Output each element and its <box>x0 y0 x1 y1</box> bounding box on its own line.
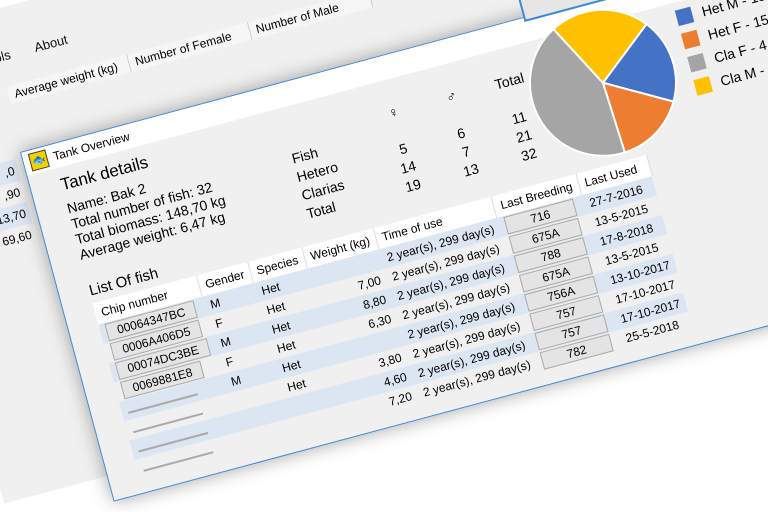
pie-chart <box>529 8 677 157</box>
legend-swatch <box>674 6 695 27</box>
pie-slice <box>529 27 627 157</box>
col-number-female[interactable]: Number of Female <box>127 22 253 72</box>
count-header: ♂ <box>444 87 459 106</box>
count-header: ♀ <box>386 102 401 122</box>
tank-overview-dialog: 🐟 Tank Overview Tank details Name: Bak 2… <box>20 0 768 502</box>
col-number-male[interactable]: Number of Male <box>247 0 374 40</box>
menu-about[interactable]: About <box>32 31 70 56</box>
pie-slice <box>601 22 677 103</box>
legend-swatch <box>680 29 701 50</box>
legend-swatch <box>687 52 707 73</box>
legend-swatch <box>693 76 713 96</box>
col-average-weight[interactable]: Average weight (kg) <box>6 54 132 105</box>
fish-app-icon: 🐟 <box>27 149 50 172</box>
menu-tools[interactable]: Tools <box>0 46 13 70</box>
pie-slice <box>601 81 675 154</box>
chip-number-cell[interactable] <box>143 451 214 472</box>
pie-slice <box>552 8 648 85</box>
pie-legend: Het M - 18, Het F - 15 Cla F - 4 Cla M - <box>674 0 768 100</box>
